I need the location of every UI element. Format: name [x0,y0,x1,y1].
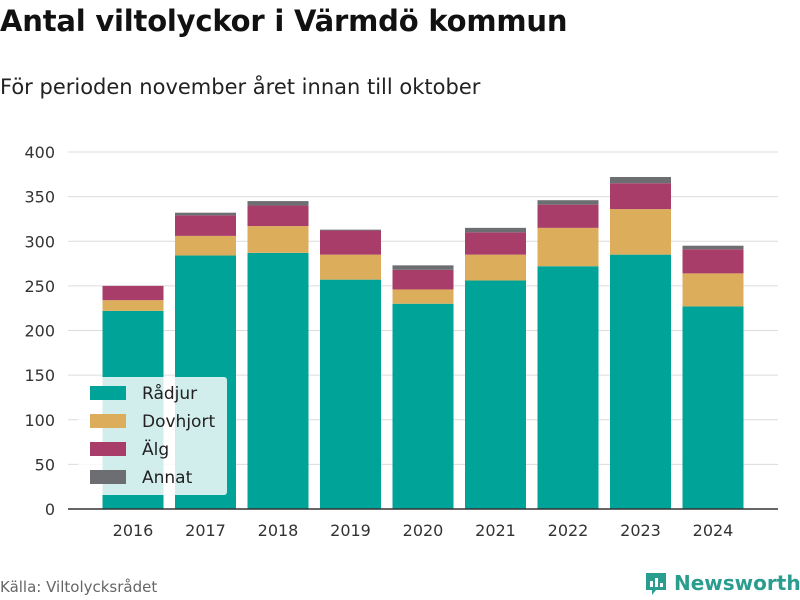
y-tick-label: 0 [45,500,55,519]
bar-segment [392,269,454,290]
bar-segment [682,273,744,307]
x-tick-label: 2017 [185,521,226,540]
y-tick-label: 350 [24,188,55,207]
bar-segment [610,183,671,210]
bar-segment [320,230,381,255]
bar-segment [682,306,744,509]
legend-label: Älg [142,439,169,460]
chart-subtitle: För perioden november året innan till ok… [0,75,481,99]
legend-swatch [90,414,126,428]
legend-label: Dovhjort [142,412,215,432]
bar-segment [392,303,454,509]
bar-segment [102,300,164,311]
bar-segment [247,226,309,253]
legend: Rådjur Dovhjort Älg Annat [78,377,227,495]
x-tick-label: 2021 [475,521,516,540]
y-tick-label: 400 [24,143,55,162]
bar-segment [175,235,236,256]
newsworthy-logo-icon [646,573,666,595]
bar-segment [682,249,744,274]
brand: Newsworthy [644,570,800,596]
bar-segment [247,252,309,510]
y-tick-label: 50 [35,455,55,474]
bar-segment [537,227,599,267]
x-tick-label: 2024 [693,521,734,540]
bar-segment [537,204,599,228]
bar-segment [465,227,526,233]
bar-segment [465,254,526,281]
bar-segment [682,245,744,250]
bar-segment [247,201,309,206]
legend-swatch [90,470,126,484]
bar-segment [392,289,454,304]
y-axis-ticks: 0 50 100 150 200 250 300 350 400 [24,143,55,519]
bar-segment [537,200,599,205]
bar-segment [465,232,526,255]
brand-name: Newsworthy [674,571,800,595]
bar-segment [175,215,236,236]
legend-swatch [90,442,126,456]
bar-segment [247,205,309,227]
bar-segment [465,280,526,509]
bar-segment [175,212,236,216]
bar-segment [102,285,164,301]
legend-label: Rådjur [142,383,197,404]
bar-segment [320,254,381,280]
source-note: Källa: Viltolycksrådet [0,578,158,596]
x-tick-label: 2016 [113,521,154,540]
bar-segment [320,279,381,509]
bar-segment [610,254,671,509]
bar-segment [392,265,454,270]
bar-segment [610,176,671,184]
y-tick-label: 200 [24,322,55,341]
y-tick-label: 300 [24,232,55,251]
legend-box [78,377,227,495]
chart-title: Antal viltolyckor i Värmdö kommun [0,4,568,38]
x-tick-label: 2020 [403,521,444,540]
x-tick-label: 2018 [258,521,299,540]
y-tick-label: 250 [24,277,55,296]
bar-segment [320,229,381,231]
legend-label: Annat [142,468,193,488]
bar-segment [610,209,671,255]
y-tick-label: 150 [24,366,55,385]
x-axis-ticks: 2016 2017 2018 2019 2020 2021 2022 2023 2024 [113,521,734,540]
y-tick-label: 100 [24,411,55,430]
x-tick-label: 2022 [548,521,589,540]
x-tick-label: 2019 [330,521,371,540]
bar-segment [537,266,599,509]
legend-swatch [90,386,126,400]
x-tick-label: 2023 [620,521,661,540]
